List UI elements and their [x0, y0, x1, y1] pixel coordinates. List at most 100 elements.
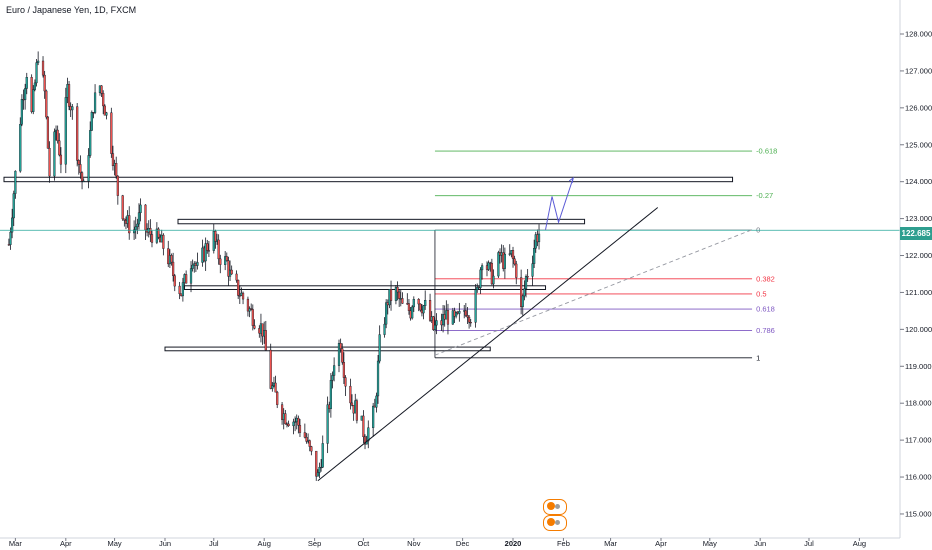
candle-body — [128, 215, 131, 234]
fib-level-label: 0.786 — [756, 326, 775, 335]
candle-body — [513, 258, 516, 265]
candle-body — [225, 256, 228, 261]
candle-body — [469, 322, 472, 324]
price-tick-label: 119.000 — [905, 362, 932, 371]
candle-body — [82, 180, 85, 183]
candle-body — [77, 160, 80, 165]
candle-body — [90, 112, 93, 131]
candle-body — [137, 212, 141, 225]
earnings-event-icon[interactable] — [543, 499, 567, 515]
candle-body — [269, 349, 272, 389]
candle-body — [274, 382, 277, 393]
price-tick-label: 117.000 — [905, 436, 932, 445]
candle-body — [446, 310, 450, 325]
candle-body — [217, 239, 220, 260]
price-tick-label: 123.000 — [905, 214, 932, 223]
candle-body — [56, 129, 59, 142]
price-tick-label: 127.000 — [905, 66, 932, 75]
candle-body — [76, 106, 79, 161]
candle-body — [105, 112, 108, 116]
candle-body — [515, 263, 518, 278]
candle-body — [481, 265, 484, 271]
time-tick-label: Nov — [407, 539, 421, 548]
candle-body — [162, 234, 165, 249]
time-tick-label: Jun — [754, 539, 766, 548]
candle-body — [355, 400, 358, 421]
candle-body — [264, 330, 267, 351]
candle-body — [250, 308, 253, 310]
candle-body — [432, 316, 435, 330]
candle-body — [103, 105, 106, 116]
candle-body — [48, 148, 51, 177]
time-tick-label: Mar — [604, 539, 617, 548]
candle-body — [196, 262, 199, 266]
candle-body — [87, 155, 90, 182]
candle-body — [150, 234, 154, 243]
candle-body — [191, 264, 194, 269]
candle-body — [466, 315, 469, 318]
candle-body — [121, 195, 124, 220]
candle-body — [511, 250, 515, 260]
candle-body — [149, 228, 152, 235]
candle-body — [110, 112, 113, 154]
candle-body — [318, 467, 321, 473]
candle-body — [417, 298, 420, 305]
candle-body — [310, 446, 313, 452]
candle-body — [394, 286, 398, 301]
candle-body — [389, 289, 393, 301]
candle-body — [378, 334, 381, 362]
candle-body — [53, 131, 56, 177]
candle-body — [230, 269, 233, 275]
candle-body — [287, 423, 290, 427]
candle-body — [111, 153, 115, 167]
time-axis[interactable]: Mar Apr May Jun Jul Aug Sep Oct Nov Dec 2020 Feb Mar… — [0, 537, 900, 548]
support-resistance-zones[interactable] — [3, 176, 734, 352]
candles — [7, 51, 541, 481]
candle-body — [227, 260, 230, 277]
candle-body — [474, 289, 477, 323]
candle-body — [428, 300, 432, 321]
candle-body — [479, 269, 482, 288]
candle-body — [375, 395, 378, 408]
time-tick-label: Jun — [159, 539, 171, 548]
candle-body — [157, 228, 160, 238]
candle-body — [372, 405, 375, 428]
symbol-title: Euro / Japanese Yen, 1D, FXCM — [6, 5, 137, 15]
price-tick-label: 124.000 — [905, 177, 932, 186]
last-price-tag: 122.685 — [900, 227, 932, 240]
candle-body — [102, 93, 105, 107]
candle-body — [350, 402, 354, 406]
dashed-trendline — [434, 229, 753, 356]
candle-body — [246, 298, 250, 312]
sr-zone-rect — [184, 285, 547, 290]
candle-body — [333, 365, 336, 376]
candle-body — [9, 231, 12, 245]
candle-body — [139, 204, 142, 213]
candle-body — [219, 258, 222, 265]
sr-zone-rect — [164, 346, 491, 352]
candle-body — [41, 60, 45, 76]
candle-body — [349, 385, 352, 404]
time-tick-label: Apr — [655, 539, 667, 548]
candle-body — [80, 172, 84, 182]
candle-body — [492, 275, 495, 285]
trendlines[interactable] — [0, 176, 900, 482]
price-axis[interactable]: 128.000 127.000 126.000 125.000 124.000 123.0… — [899, 0, 932, 538]
candle-body — [419, 303, 422, 311]
candle-body — [123, 218, 126, 221]
candle-body — [497, 252, 500, 277]
candle-body — [451, 310, 454, 325]
dividend-event-icon[interactable] — [543, 515, 567, 531]
candle-body — [261, 323, 264, 337]
candle-body — [293, 421, 297, 423]
fib-level-label: 0.5 — [756, 289, 766, 298]
candle-body — [316, 472, 319, 477]
time-tick-label: Feb — [557, 539, 570, 548]
candle-body — [35, 62, 38, 84]
candle-body — [59, 154, 63, 165]
candle-body — [490, 262, 493, 285]
candle-body — [435, 320, 438, 326]
candle-body — [524, 276, 528, 289]
candle-body — [89, 130, 92, 156]
